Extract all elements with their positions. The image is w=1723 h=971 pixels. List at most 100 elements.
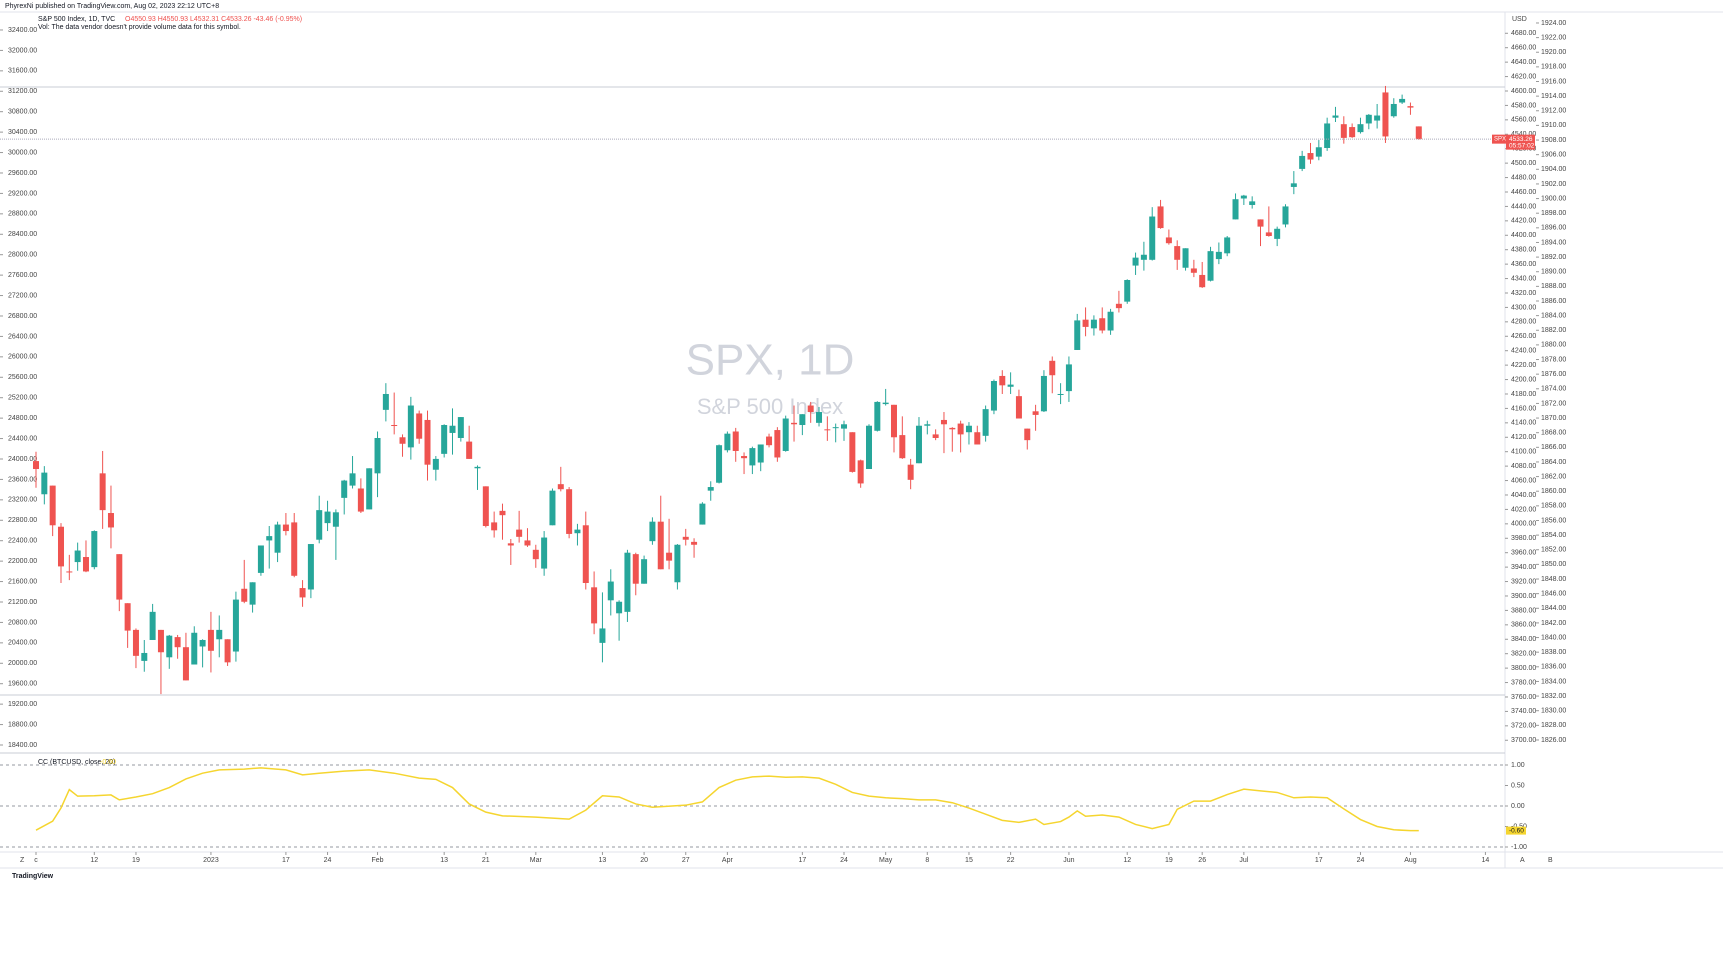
secondary-tick-label: 1910.00 [1541,122,1566,129]
candle-body [965,425,972,433]
candle-body [49,485,56,526]
candle-body [41,472,48,495]
candle-body [532,549,539,560]
indicator-tag-value: -0.60 [1509,827,1524,834]
price-tick-label: 4220.00 [1511,362,1536,369]
countdown: 05:57:02 [1509,142,1535,149]
candle-body [816,412,823,423]
candle-body [915,425,922,464]
price-tick-label: 3840.00 [1511,636,1536,643]
secondary-tick-label: 1876.00 [1541,371,1566,378]
candle-body [1215,251,1222,260]
candle-body [424,419,431,465]
candle-body [66,571,73,573]
price-tick-label: 4340.00 [1511,275,1536,282]
candle-body [649,521,656,542]
candle-body [382,393,389,410]
candle-body [666,552,673,561]
secondary-tick-label: 1832.00 [1541,693,1566,700]
candle-body [1224,237,1231,254]
candle-body [1374,115,1381,121]
indicator-tick-label: 0.00 [1511,803,1525,810]
candle-body [74,550,81,563]
time-tick-label: 27 [682,857,690,864]
candle-body [957,423,964,435]
candle-body [982,409,989,436]
left-tick-label: 32400.00 [8,27,37,34]
secondary-tick-label: 1878.00 [1541,356,1566,363]
price-tick-label: 4540.00 [1511,131,1536,138]
price-tick-label: 4040.00 [1511,492,1536,499]
candle-body [824,429,831,431]
candle-body [1249,201,1256,205]
left-tick-label: 30000.00 [8,149,37,156]
candle-body [1407,106,1414,108]
candle-body [416,413,423,439]
log-scale-button[interactable]: B [1548,857,1553,864]
currency: USD [1512,16,1527,23]
candle-body [624,552,631,612]
candle-body [924,424,931,426]
price-tick-label: 4660.00 [1511,45,1536,52]
candle-body [91,531,98,568]
left-tick-label: 24000.00 [8,456,37,463]
left-tick-label: 27200.00 [8,292,37,299]
candle-body [974,432,981,445]
auto-scale-button[interactable]: A [1520,857,1525,864]
candle-body [566,489,573,534]
candle-body [932,434,939,438]
candle-body [1282,206,1289,225]
candle-body [707,487,714,491]
price-tick-label: 3980.00 [1511,535,1536,542]
price-tick-label: 4320.00 [1511,290,1536,297]
symbol-info: S&P 500 Index, 1D, TVC [38,16,115,23]
left-tick-label: 31200.00 [8,88,37,95]
time-tick-label: c [34,857,38,864]
candle-body [699,503,706,525]
candle-body [766,436,773,446]
secondary-tick-label: 1898.00 [1541,210,1566,217]
candle-body [674,544,681,583]
candle-body [432,458,439,470]
price-tick-label: 4420.00 [1511,218,1536,225]
secondary-tick-label: 1922.00 [1541,34,1566,41]
candle-body [1274,228,1281,239]
candle-body [282,524,289,532]
left-tick-label: 28000.00 [8,252,37,259]
indicator-tick-label: 1.00 [1511,762,1525,769]
candle-body [632,554,639,584]
secondary-tick-label: 1888.00 [1541,283,1566,290]
time-tick-label: 24 [324,857,332,864]
left-tick-label: 21600.00 [8,578,37,585]
time-tick-label: 26 [1198,857,1206,864]
candle-body [491,522,498,531]
candle-body [857,460,864,484]
price-tick-label: 4140.00 [1511,420,1536,427]
indicator-legend-value: -0.60 [100,759,116,766]
candle-body [1132,257,1139,266]
watermark-symbol: SPX, 1D [686,336,855,385]
candle-body [1365,114,1372,124]
candle-body [641,559,648,584]
zoom-button[interactable]: Z [20,857,25,864]
candle-body [682,536,689,540]
candle-body [832,427,839,429]
indicator-tick-label: -1.00 [1511,844,1527,851]
candle-body [557,484,564,490]
secondary-tick-label: 1880.00 [1541,342,1566,349]
candle-body [616,601,623,614]
candle-body [1065,364,1072,392]
secondary-tick-label: 1842.00 [1541,620,1566,627]
left-tick-label: 31600.00 [8,68,37,75]
left-tick-label: 19600.00 [8,681,37,688]
candle-body [349,473,356,486]
time-tick-label: Jun [1063,857,1074,864]
candle-body [1040,375,1047,412]
time-tick-label: Mar [530,857,543,864]
candle-body [474,466,481,469]
left-tick-label: 19200.00 [8,701,37,708]
candle-body [841,424,848,429]
candle-body [199,639,206,647]
